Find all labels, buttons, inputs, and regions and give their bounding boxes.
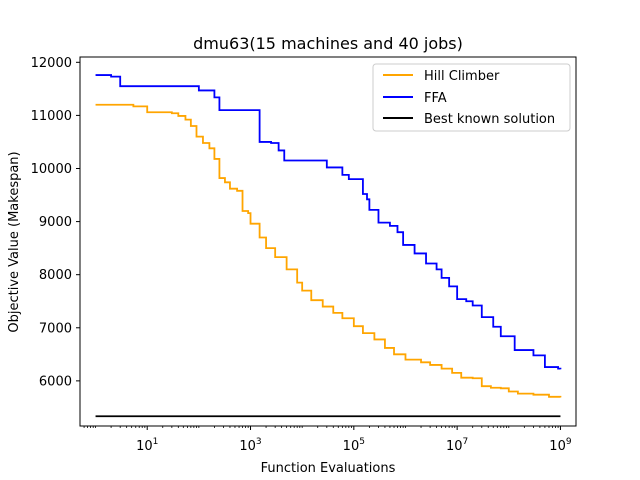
series-layer: [95, 74, 562, 418]
legend: Hill Climber FFA Best known solution: [372, 63, 571, 132]
legend-box: [372, 63, 571, 132]
y-tick-label: 8000: [39, 268, 72, 283]
x-tick-label: 107: [446, 437, 468, 454]
plot-frame: [79, 56, 577, 427]
y-tick-label: 7000: [39, 321, 72, 336]
x-axis: 101 103 105 107 109: [83, 426, 572, 454]
chart-title: dmu63(15 machines and 40 jobs): [193, 34, 463, 53]
y-tick-label: 11000: [31, 109, 72, 124]
x-tick-label: 105: [343, 437, 365, 454]
y-tick-label: 9000: [39, 215, 72, 230]
x-tick-label: 103: [239, 437, 261, 454]
legend-label-ffa: FFA: [424, 91, 447, 106]
y-axis: 6000 7000 8000 9000 10000 11000 12000: [31, 56, 80, 389]
x-tick-label: 101: [136, 437, 158, 454]
legend-label-hill-climber: Hill Climber: [424, 69, 500, 84]
legend-label-best-known: Best known solution: [424, 112, 555, 127]
series-line-hill-climber: [95, 103, 562, 398]
y-tick-label: 12000: [31, 56, 72, 71]
y-tick-label: 6000: [39, 374, 72, 389]
x-axis-label: Function Evaluations: [261, 461, 396, 476]
x-tick-label: 109: [549, 437, 572, 454]
series-line-ffa: [95, 74, 562, 370]
y-tick-label: 10000: [31, 162, 72, 177]
y-axis-label: Objective Value (Makespan): [7, 151, 22, 332]
